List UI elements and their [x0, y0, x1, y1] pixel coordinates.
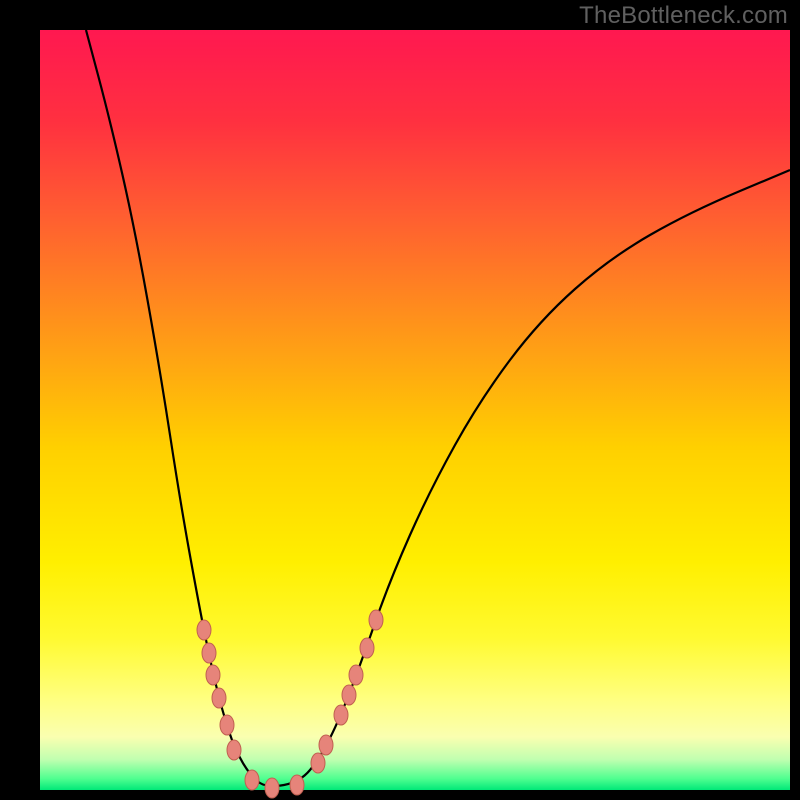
data-marker — [220, 715, 234, 735]
data-marker — [369, 610, 383, 630]
data-marker — [197, 620, 211, 640]
watermark-text: TheBottleneck.com — [579, 2, 788, 30]
data-marker — [206, 665, 220, 685]
data-marker — [245, 770, 259, 790]
data-marker — [349, 665, 363, 685]
data-marker — [334, 705, 348, 725]
data-marker — [265, 778, 279, 798]
chart-container: TheBottleneck.com — [0, 0, 800, 800]
data-marker — [227, 740, 241, 760]
plot-background — [40, 30, 790, 790]
data-marker — [202, 643, 216, 663]
data-marker — [319, 735, 333, 755]
data-marker — [360, 638, 374, 658]
data-marker — [311, 753, 325, 773]
bottleneck-curve-chart — [0, 0, 800, 800]
data-marker — [290, 775, 304, 795]
data-marker — [342, 685, 356, 705]
data-marker — [212, 688, 226, 708]
